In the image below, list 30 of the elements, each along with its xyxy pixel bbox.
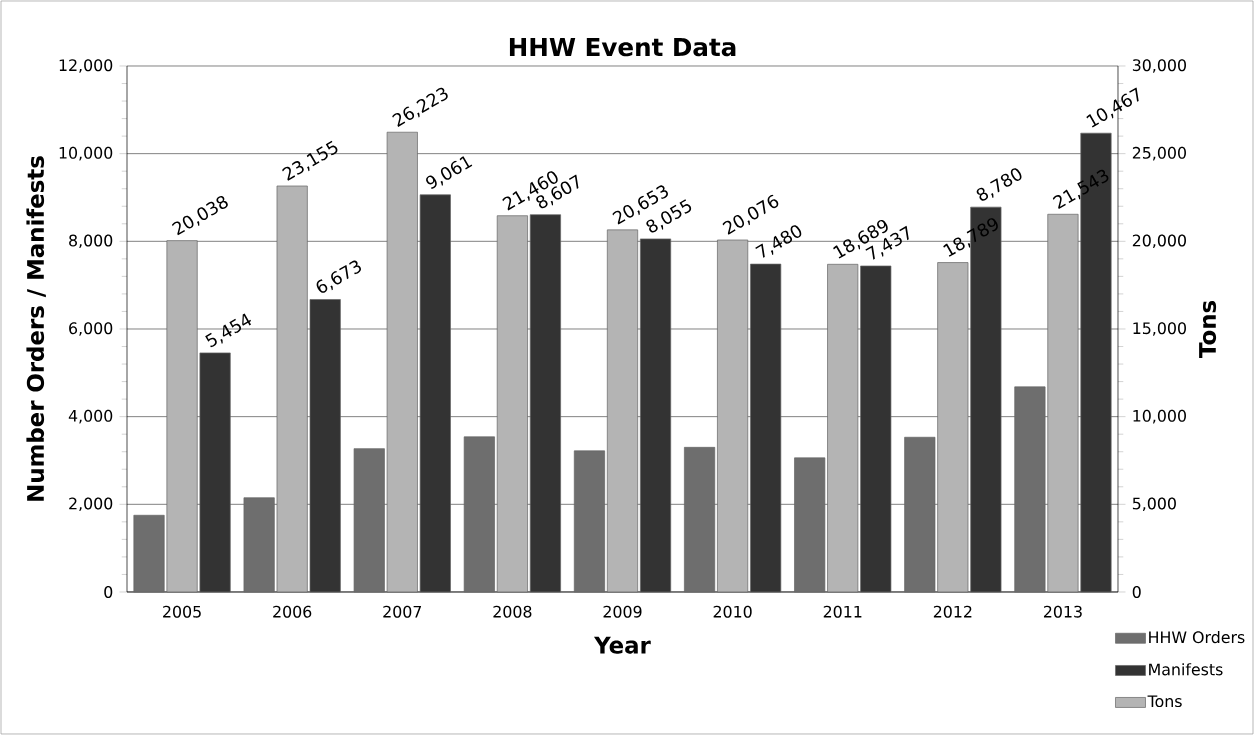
x-tick-label: 2005: [163, 605, 201, 618]
legend-label: HHW Orders: [1149, 630, 1245, 644]
y-axis-title: Number Orders / Manifests: [26, 156, 46, 501]
y-tick-label: 6,000: [69, 322, 113, 336]
y2-tick-label: 20,000: [1132, 234, 1186, 249]
y-tick-label: 0: [104, 586, 113, 598]
x-tick-label: 2009: [603, 605, 642, 618]
legend-label: Manifests: [1149, 663, 1223, 676]
y-tick-label: 2,000: [69, 497, 113, 512]
x-tick-label: 2008: [493, 605, 532, 618]
y-tick-label: 8,000: [69, 234, 113, 249]
x-axis-title: Year: [593, 636, 651, 654]
y2-tick-label: 15,000: [1133, 322, 1186, 336]
y2-tick-label: 0: [1132, 586, 1141, 598]
legend-label: Tons: [1147, 695, 1182, 708]
y-tick-label: 10,000: [59, 146, 113, 161]
x-tick-label: 2012: [933, 605, 972, 618]
y2-tick-label: 10,000: [1133, 409, 1186, 424]
chart-title: HHW Event Data: [509, 37, 736, 57]
y2-tick-label: 25,000: [1132, 146, 1186, 161]
y2-tick-label: 30,000: [1132, 59, 1186, 73]
y-tick-label: 12,000: [59, 59, 113, 73]
x-tick-label: 2013: [1043, 605, 1082, 618]
y-tick-label: 4,000: [68, 409, 113, 424]
x-tick-label: 2011: [823, 605, 862, 618]
y2-axis-title: Tons: [1199, 301, 1217, 358]
x-tick-label: 2010: [713, 605, 752, 618]
x-tick-label: 2007: [383, 605, 422, 618]
y2-tick-label: 5,000: [1132, 497, 1176, 512]
x-tick-label: 2006: [273, 605, 312, 618]
